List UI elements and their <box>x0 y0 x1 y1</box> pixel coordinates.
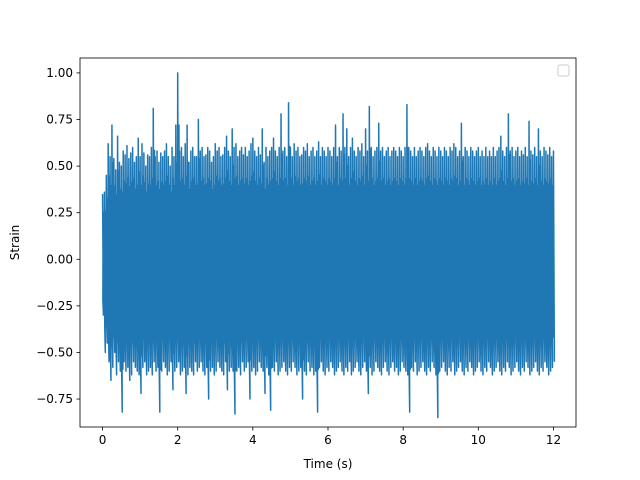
x-axis-label: Time (s) <box>303 457 353 471</box>
x-tick-label: 8 <box>399 433 407 447</box>
y-tick-label: −0.50 <box>36 345 73 359</box>
y-tick-label: 0.50 <box>46 159 73 173</box>
x-tick-label: 10 <box>471 433 486 447</box>
legend-box <box>557 64 570 77</box>
y-tick-label: −0.25 <box>36 299 73 313</box>
y-axis: −0.75 −0.50 −0.25 0.00 0.25 0.50 0.75 1.00 <box>36 66 80 406</box>
x-tick-label: 6 <box>324 433 332 447</box>
x-tick-label: 2 <box>174 433 182 447</box>
plot-area <box>101 72 556 419</box>
series-line-0 <box>101 72 556 419</box>
y-tick-label: −0.75 <box>36 392 73 406</box>
y-tick-label: 0.00 <box>46 252 73 266</box>
y-tick-label: 0.75 <box>46 113 73 127</box>
x-tick-label: 12 <box>546 433 561 447</box>
y-tick-label: 0.25 <box>46 206 73 220</box>
x-tick-label: 0 <box>99 433 107 447</box>
y-tick-label: 1.00 <box>46 66 73 80</box>
y-axis-label: Strain <box>8 225 22 261</box>
x-axis: 0 2 4 6 8 10 12 <box>99 427 561 447</box>
x-tick-label: 4 <box>249 433 257 447</box>
